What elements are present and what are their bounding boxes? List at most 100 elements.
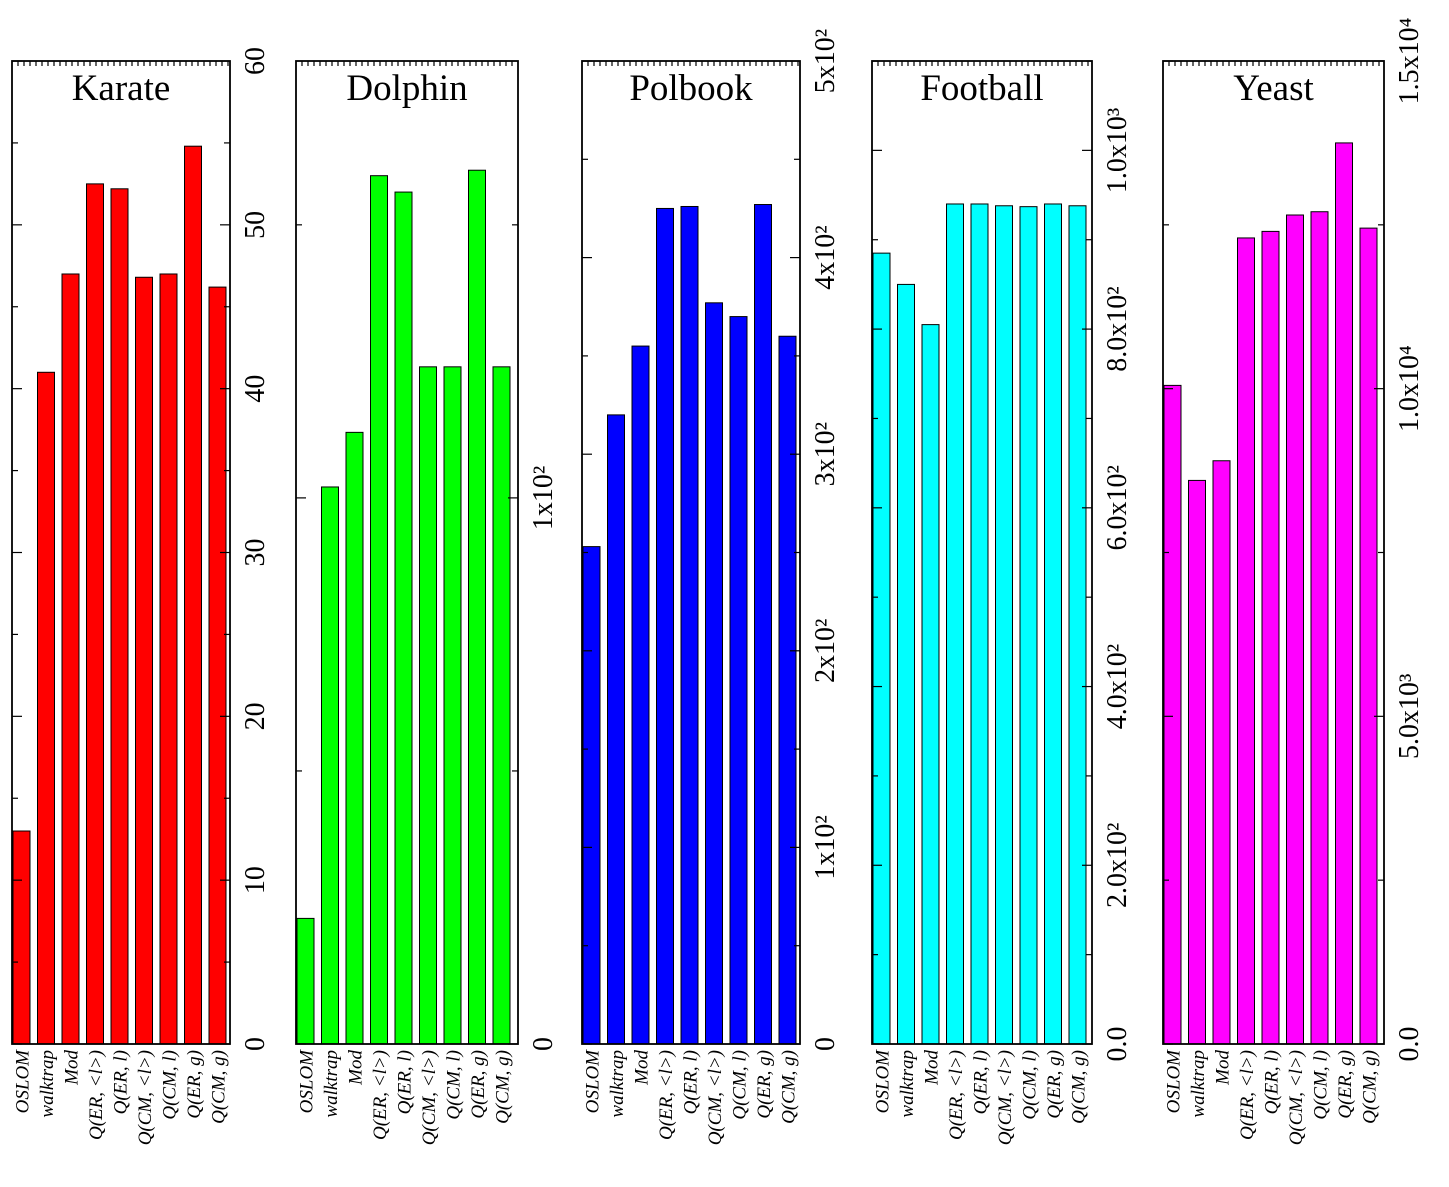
ytick-label: 10 xyxy=(240,866,271,894)
bar-karate-6 xyxy=(159,273,178,1045)
bar-football-5 xyxy=(995,205,1013,1045)
category-label: Q(CM, l) xyxy=(160,1050,181,1120)
bar-yeast-0 xyxy=(1163,384,1182,1045)
category-label: OSLOM xyxy=(873,1049,894,1114)
category-label: Q(ER, <l>) xyxy=(656,1050,677,1140)
category-label: Q(ER, l) xyxy=(971,1050,992,1114)
ytick-label: 4x10² xyxy=(810,225,841,289)
category-label: Mod xyxy=(346,1050,367,1086)
bar-karate-1 xyxy=(37,371,55,1045)
panel-polbook: 0 1x10² 2x10² 3x10² 4x10² 5x10² Polbook OSLOM wa… xyxy=(581,29,841,1145)
bar-football-4 xyxy=(970,203,989,1045)
category-label: Q(CM, l) xyxy=(1311,1050,1332,1120)
bar-polbook-0 xyxy=(582,546,601,1045)
category-label: Q(CM, g) xyxy=(1360,1050,1381,1124)
category-label: Mod xyxy=(922,1050,943,1086)
ytick-label: 40 xyxy=(240,375,271,403)
bar-dolphin-8 xyxy=(492,366,511,1045)
top-minor-ticks xyxy=(877,61,1089,66)
category-label: walktrap xyxy=(607,1050,628,1118)
ytick-label: 5.0x10³ xyxy=(1394,674,1425,759)
ytick-label: 3x10² xyxy=(810,422,841,486)
bar-polbook-8 xyxy=(778,335,797,1045)
ytick-label: 2x10² xyxy=(810,619,841,683)
top-minor-ticks xyxy=(587,61,799,66)
panel-football: 0.0 2.0x10² 4.0x10² 6.0x10² 8.0x10² 1.0x10³ Fo… xyxy=(871,60,1133,1145)
category-label: Q(CM, <l>) xyxy=(1286,1050,1307,1145)
category-label: Q(CM, <l>) xyxy=(995,1050,1016,1145)
bar-dolphin-6 xyxy=(443,366,462,1045)
ytick-label: 60 xyxy=(240,47,271,75)
ytick-label: 0 xyxy=(240,1037,271,1051)
bar-karate-3 xyxy=(86,183,104,1045)
bar-karate-8 xyxy=(208,286,227,1045)
bar-karate-0 xyxy=(12,830,31,1045)
bar-karate-4 xyxy=(110,188,129,1045)
bar-dolphin-7 xyxy=(468,169,486,1045)
bar-yeast-2 xyxy=(1212,460,1231,1045)
category-label: Q(ER, l) xyxy=(681,1050,702,1114)
plot-frame xyxy=(295,60,519,1045)
category-label: walktrap xyxy=(1188,1050,1209,1118)
bar-yeast-1 xyxy=(1188,479,1206,1045)
ytick-label: 30 xyxy=(240,539,271,567)
ytick-label: 6.0x10² xyxy=(1102,465,1133,550)
category-label: walktrap xyxy=(37,1050,58,1118)
bar-yeast-7 xyxy=(1335,142,1353,1045)
category-label: Q(ER, g) xyxy=(1044,1050,1065,1119)
category-label: Q(CM, <l>) xyxy=(419,1050,440,1145)
bar-polbook-4 xyxy=(680,205,699,1045)
category-label: Q(ER, g) xyxy=(184,1050,205,1119)
ytick-label: 20 xyxy=(240,702,271,730)
bar-polbook-2 xyxy=(631,345,650,1045)
category-label: Q(CM, l) xyxy=(730,1050,751,1120)
ytick-label: 0.0 xyxy=(1102,1027,1133,1062)
ytick-label: 50 xyxy=(240,211,271,239)
plot-frame xyxy=(871,60,1093,1045)
bar-dolphin-5 xyxy=(419,366,437,1045)
category-label: Q(CM, <l>) xyxy=(135,1050,156,1145)
category-label: Q(ER, l) xyxy=(1262,1050,1283,1114)
bar-yeast-6 xyxy=(1310,211,1329,1045)
panel-yeast: 0.0 5.0x10³ 1.0x10⁴ 1.5x10⁴ Yeast OSLOM walktr… xyxy=(1162,18,1425,1145)
ytick-label: 0 xyxy=(528,1037,559,1051)
category-label: OSLOM xyxy=(13,1049,34,1114)
category-label: Q(ER, g) xyxy=(1335,1050,1356,1119)
category-label: Q(ER, <l>) xyxy=(370,1050,391,1140)
category-label: Q(CM, g) xyxy=(779,1050,800,1124)
category-label: OSLOM xyxy=(583,1049,604,1114)
bar-football-8 xyxy=(1068,205,1087,1045)
bar-football-7 xyxy=(1044,203,1062,1045)
panel-title: Polbook xyxy=(629,68,753,109)
top-minor-ticks xyxy=(1168,61,1380,66)
category-label: Q(CM, g) xyxy=(209,1050,230,1124)
category-label: Q(CM, g) xyxy=(493,1050,514,1124)
ytick-label: 1x10² xyxy=(810,815,841,879)
category-label: Q(CM, l) xyxy=(444,1050,465,1120)
bar-karate-7 xyxy=(184,145,202,1045)
ytick-label: 4.0x10² xyxy=(1102,644,1133,729)
bar-yeast-4 xyxy=(1261,230,1280,1045)
category-label: OSLOM xyxy=(1164,1049,1185,1114)
ytick-label: 5x10² xyxy=(810,29,841,93)
bar-yeast-8 xyxy=(1359,227,1378,1045)
panel-title: Karate xyxy=(72,68,171,109)
panel-title: Football xyxy=(920,68,1043,109)
category-label: OSLOM xyxy=(297,1049,318,1114)
bar-football-6 xyxy=(1019,206,1038,1045)
ytick-label: 0 xyxy=(810,1037,841,1051)
bar-karate-5 xyxy=(135,276,153,1045)
bar-yeast-3 xyxy=(1237,237,1255,1045)
category-label: Q(ER, <l>) xyxy=(86,1050,107,1140)
ytick-label: 2.0x10² xyxy=(1102,823,1133,908)
ytick-label: 8.0x10² xyxy=(1102,286,1133,371)
top-minor-ticks xyxy=(301,61,513,66)
category-label: Mod xyxy=(632,1050,653,1086)
bar-dolphin-1 xyxy=(321,486,339,1045)
category-label: Q(ER, <l>) xyxy=(946,1050,967,1140)
category-label: Q(ER, l) xyxy=(395,1050,416,1114)
bar-polbook-7 xyxy=(754,204,772,1045)
category-label: Q(ER, l) xyxy=(111,1050,132,1114)
bar-polbook-3 xyxy=(656,207,674,1045)
